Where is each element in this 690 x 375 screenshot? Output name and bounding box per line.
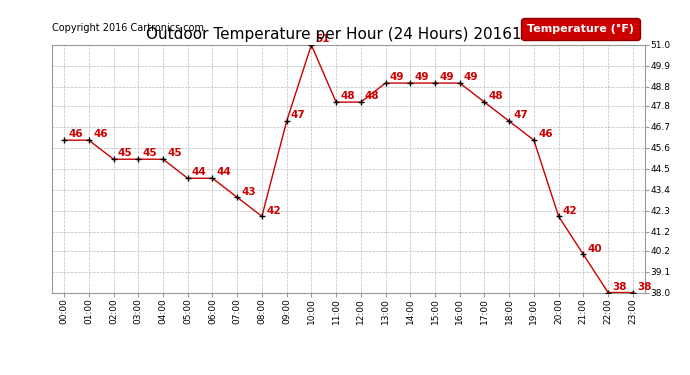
Text: 42: 42 (266, 206, 281, 216)
Text: 40: 40 (587, 244, 602, 254)
Text: 42: 42 (563, 206, 578, 216)
Text: 46: 46 (68, 129, 83, 140)
Text: 45: 45 (118, 148, 132, 159)
Title: Outdoor Temperature per Hour (24 Hours) 20161021: Outdoor Temperature per Hour (24 Hours) … (146, 27, 551, 42)
Text: 49: 49 (464, 72, 478, 82)
Text: 47: 47 (513, 110, 528, 120)
Legend: Temperature (°F): Temperature (°F) (522, 18, 640, 40)
Text: 48: 48 (365, 92, 380, 101)
Text: Copyright 2016 Cartronics.com: Copyright 2016 Cartronics.com (52, 22, 204, 33)
Text: 44: 44 (192, 168, 206, 177)
Text: 46: 46 (93, 129, 108, 140)
Text: 38: 38 (612, 282, 627, 292)
Text: 45: 45 (142, 148, 157, 159)
Text: 48: 48 (340, 92, 355, 101)
Text: 49: 49 (415, 72, 429, 82)
Text: 46: 46 (538, 129, 553, 140)
Text: 38: 38 (637, 282, 651, 292)
Text: 49: 49 (439, 72, 453, 82)
Text: 44: 44 (217, 168, 231, 177)
Text: 49: 49 (390, 72, 404, 82)
Text: 48: 48 (489, 92, 503, 101)
Text: 43: 43 (241, 186, 256, 196)
Text: 47: 47 (290, 110, 306, 120)
Text: 51: 51 (315, 34, 330, 44)
Text: 45: 45 (167, 148, 181, 159)
